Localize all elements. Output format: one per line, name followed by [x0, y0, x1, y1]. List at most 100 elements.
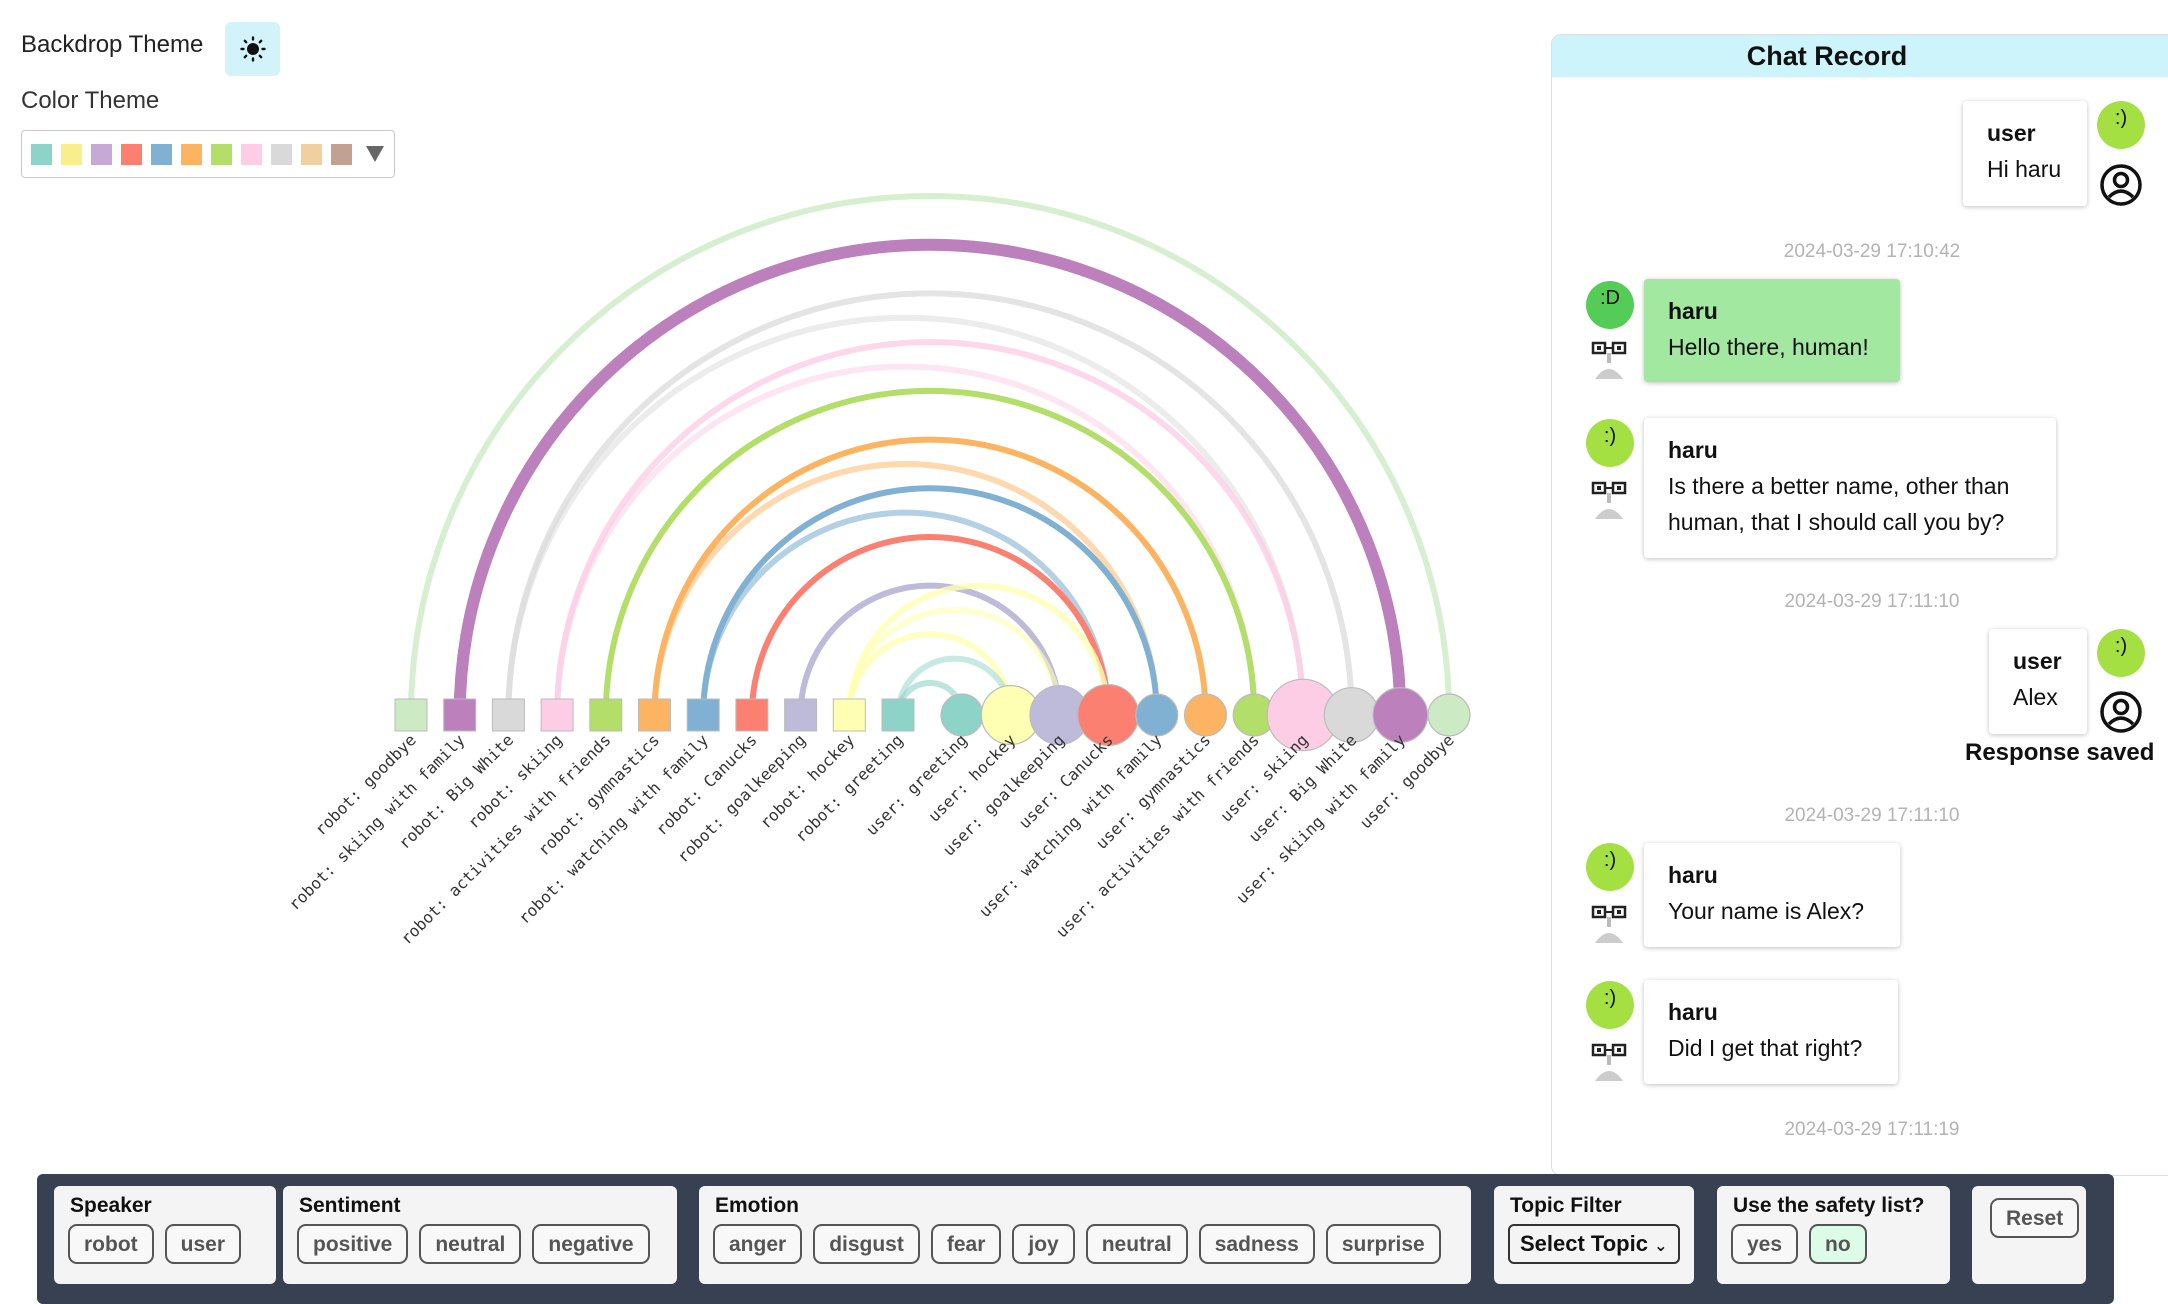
emotion-option-anger[interactable]: anger	[713, 1224, 803, 1264]
chat-message-robot: haru Hello there, human!	[1644, 279, 1900, 382]
robot-topic-node[interactable]	[784, 698, 818, 732]
safety-list-title: Use the safety list?	[1733, 1194, 1925, 1217]
robot-topic-node[interactable]	[589, 698, 623, 732]
emotion-option-sadness[interactable]: sadness	[1198, 1224, 1315, 1264]
color-swatch	[331, 143, 352, 165]
topic-link-arc[interactable]	[554, 363, 1258, 716]
topic-select[interactable]: Select Topic ⌄	[1508, 1224, 1680, 1264]
message-speaker: haru	[1668, 999, 1718, 1025]
speaker-option-user[interactable]: user	[164, 1224, 242, 1264]
topic-link-arc[interactable]	[554, 339, 1306, 716]
color-theme-select[interactable]	[21, 130, 395, 178]
sentiment-option-neutral[interactable]: neutral	[419, 1224, 522, 1264]
chat-record-panel[interactable]: Chat Record user Hi haru :) 2024-03-29 1…	[1551, 34, 2168, 1176]
emotion-badge: :D	[1586, 281, 1634, 329]
robot-topic-node[interactable]	[832, 698, 866, 732]
sentiment-option-positive[interactable]: positive	[297, 1224, 409, 1264]
color-swatch	[181, 143, 202, 165]
speaker-option-robot[interactable]: robot	[68, 1224, 154, 1264]
message-text: Hello there, human!	[1668, 334, 1869, 360]
emotion-option-surprise[interactable]: surprise	[1325, 1224, 1441, 1264]
robot-topic-node[interactable]	[735, 698, 769, 732]
user-topic-node[interactable]	[1135, 693, 1179, 737]
backdrop-theme-label: Backdrop Theme	[21, 31, 204, 58]
speaker-filter: Speaker robot user	[54, 1186, 276, 1284]
reset-button[interactable]: Reset	[1990, 1198, 2080, 1238]
robot-topic-node[interactable]	[394, 698, 428, 732]
message-speaker: user	[1987, 120, 2036, 146]
chat-message-robot: haru Your name is Alex?	[1644, 843, 1900, 947]
topic-link-arc[interactable]	[846, 607, 1063, 716]
sun-icon	[239, 36, 266, 62]
emotion-badge: :)	[2097, 629, 2145, 677]
robot-topic-node[interactable]	[443, 698, 477, 732]
chevron-down-icon: ⌄	[1654, 1238, 1668, 1255]
message-timestamp: 2024-03-29 17:11:19	[1784, 1119, 1960, 1140]
topic-link-arc[interactable]	[700, 509, 1112, 716]
chat-record-title: Chat Record	[1552, 35, 2168, 77]
message-timestamp: 2024-03-29 17:11:10	[1784, 591, 1960, 612]
safety-option-yes[interactable]: yes	[1731, 1224, 1799, 1264]
emotion-option-fear[interactable]: fear	[930, 1224, 1002, 1264]
robot-avatar-icon	[1591, 905, 1627, 943]
user-avatar-icon	[2100, 164, 2142, 206]
topic-link-arc[interactable]	[456, 241, 1404, 716]
chat-message-robot: haru Is there a better name, other than …	[1644, 418, 2056, 558]
message-speaker: haru	[1668, 437, 1718, 463]
color-swatch	[91, 143, 112, 165]
safety-option-no[interactable]: no	[1809, 1224, 1867, 1264]
topic-link-arc[interactable]	[846, 582, 1112, 716]
topic-link-arc[interactable]	[700, 485, 1160, 716]
theme-toggle-button[interactable]	[225, 22, 280, 76]
dropdown-arrow-icon	[366, 146, 384, 162]
message-text: Your name is Alex?	[1668, 898, 1865, 924]
user-topic-node[interactable]	[1427, 693, 1471, 737]
node-label: user: skiing	[1217, 730, 1312, 825]
message-text: Hi haru	[1987, 156, 2062, 182]
sentiment-filter-title: Sentiment	[299, 1194, 401, 1217]
user-topic-node[interactable]	[1323, 687, 1380, 743]
topic-link-arc[interactable]	[505, 314, 1306, 716]
robot-topic-node[interactable]	[540, 698, 574, 732]
reset-box: Reset	[1972, 1186, 2086, 1284]
emotion-option-disgust[interactable]: disgust	[813, 1224, 920, 1264]
robot-topic-node[interactable]	[881, 698, 915, 732]
user-topic-node[interactable]	[1183, 693, 1228, 737]
topic-link-arc[interactable]	[408, 193, 1452, 716]
topic-link-arc[interactable]	[602, 387, 1258, 716]
robot-avatar-icon	[1591, 341, 1627, 379]
robot-avatar-icon	[1591, 481, 1627, 519]
robot-topic-node[interactable]	[491, 698, 525, 732]
color-theme-label: Color Theme	[21, 87, 160, 114]
chat-message-user: user Alex	[1989, 629, 2087, 734]
message-timestamp: 2024-03-29 17:10:42	[1783, 241, 1961, 262]
message-speaker: haru	[1668, 862, 1718, 888]
robot-topic-node[interactable]	[638, 698, 671, 732]
color-swatch	[151, 143, 172, 165]
topic-link-arc[interactable]	[505, 290, 1355, 716]
color-swatch	[211, 143, 232, 165]
emotion-option-neutral[interactable]: neutral	[1085, 1224, 1188, 1264]
topic-link-arc[interactable]	[651, 436, 1209, 716]
message-speaker: user	[2013, 648, 2062, 674]
emotion-filter-title: Emotion	[715, 1194, 799, 1217]
robot-topic-node[interactable]	[686, 698, 720, 732]
emotion-badge: :)	[1586, 843, 1634, 891]
sentiment-filter: Sentiment positive neutral negative	[283, 1186, 677, 1284]
sentiment-option-negative[interactable]: negative	[532, 1224, 650, 1264]
topic-filter-title: Topic Filter	[1510, 1194, 1622, 1217]
color-swatch	[301, 143, 322, 165]
user-topic-node[interactable]	[940, 693, 984, 737]
node-label: robot: skiing with family	[285, 730, 469, 914]
topic-link-arc[interactable]	[748, 533, 1112, 716]
message-timestamp: 2024-03-29 17:11:10	[1784, 805, 1960, 826]
color-swatch	[271, 143, 292, 165]
topic-link-arc[interactable]	[651, 460, 1160, 716]
emotion-filter: Emotion anger disgust fear joy neutral sadnes…	[699, 1186, 1471, 1284]
emotion-option-joy[interactable]: joy	[1012, 1224, 1075, 1264]
topic-link-arc[interactable]	[797, 582, 1063, 716]
emotion-badge: :)	[1586, 419, 1634, 467]
message-speaker: haru	[1668, 298, 1718, 324]
user-topic-node[interactable]	[1372, 687, 1429, 743]
message-text: human, that I should call you by?	[1668, 509, 2005, 535]
